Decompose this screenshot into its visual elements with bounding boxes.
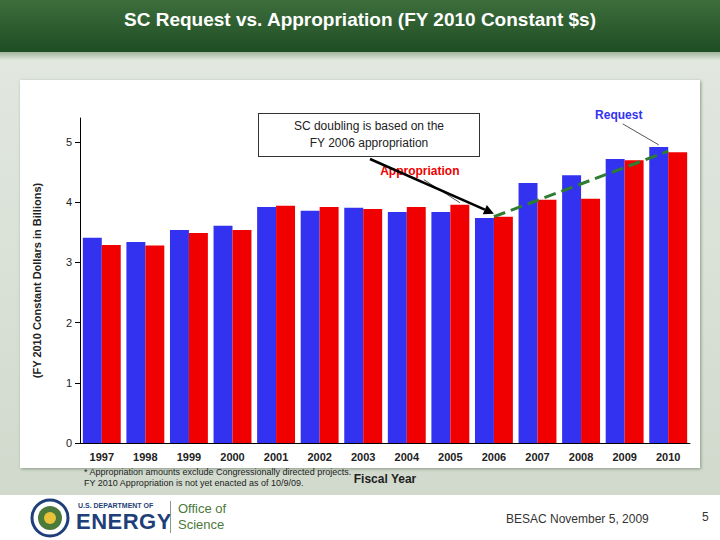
svg-text:2004: 2004 bbox=[395, 451, 420, 463]
svg-text:2007: 2007 bbox=[525, 451, 549, 463]
svg-text:2003: 2003 bbox=[351, 451, 375, 463]
svg-text:3: 3 bbox=[66, 256, 72, 268]
html-text:ENERGY: ENERGY bbox=[76, 509, 172, 534]
html-text:* Appropriation amounts exclud: * Appropriation amounts exclude Congress… bbox=[84, 467, 352, 477]
svg-text:5: 5 bbox=[66, 136, 72, 148]
svg-text:Appropriation: Appropriation bbox=[380, 164, 459, 178]
svg-text:4: 4 bbox=[66, 196, 72, 208]
svg-text:2000: 2000 bbox=[220, 451, 244, 463]
svg-text:2006: 2006 bbox=[482, 451, 506, 463]
html-text:Science: Science bbox=[178, 517, 225, 532]
svg-text:2001: 2001 bbox=[264, 451, 288, 463]
svg-text:2009: 2009 bbox=[612, 451, 636, 463]
html-text:SC doubling is based on the FY: SC doubling is based on the FY 2006 appr… bbox=[293, 119, 444, 150]
svg-text:1997: 1997 bbox=[90, 451, 114, 463]
html-text:5: 5 bbox=[702, 510, 709, 524]
svg-text:2010: 2010 bbox=[656, 451, 680, 463]
svg-text:2008: 2008 bbox=[569, 451, 593, 463]
svg-text:2005: 2005 bbox=[438, 451, 462, 463]
svg-text:0: 0 bbox=[66, 437, 72, 449]
html-text:Office of: Office of bbox=[178, 501, 227, 516]
html-text:FY 2010 Appropriation is not y: FY 2010 Appropriation is not yet enacted… bbox=[84, 478, 304, 488]
html-text:BESAC November 5, 2009: BESAC November 5, 2009 bbox=[506, 512, 649, 526]
svg-text:2002: 2002 bbox=[307, 451, 331, 463]
svg-text:1999: 1999 bbox=[177, 451, 201, 463]
html-text:U.S. DEPARTMENT OF: U.S. DEPARTMENT OF bbox=[78, 502, 154, 509]
svg-text:1998: 1998 bbox=[133, 451, 157, 463]
svg-text:(FY 2010 Constant Dollars in B: (FY 2010 Constant Dollars in Billions) bbox=[31, 182, 43, 378]
html-text:SC Request vs. Appropriation (: SC Request vs. Appropriation (FY 2010 Co… bbox=[124, 9, 596, 30]
svg-text:Fiscal Year: Fiscal Year bbox=[354, 472, 417, 486]
svg-text:1: 1 bbox=[66, 377, 72, 389]
svg-text:Request: Request bbox=[595, 108, 642, 122]
svg-text:2: 2 bbox=[66, 317, 72, 329]
